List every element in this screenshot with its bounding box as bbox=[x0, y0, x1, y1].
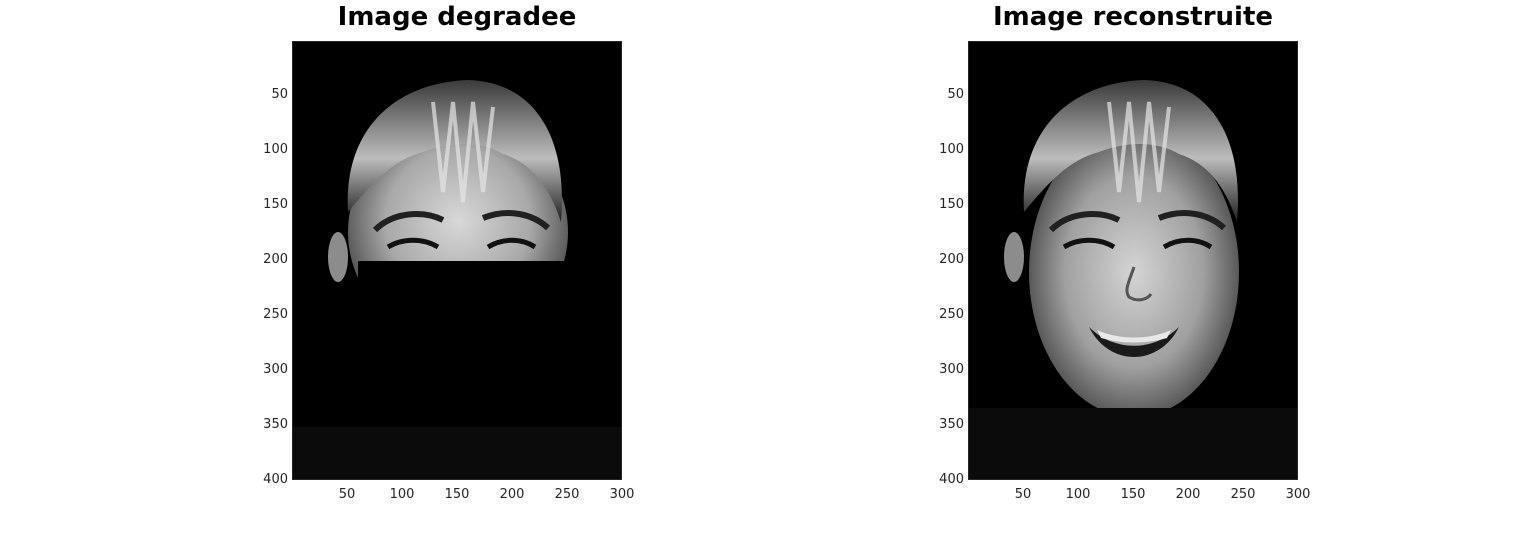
x-tick-label: 250 bbox=[554, 487, 580, 502]
y-tick-label: 300 bbox=[263, 362, 288, 377]
degraded-face-image bbox=[293, 80, 621, 479]
x-tick-label: 300 bbox=[609, 487, 635, 502]
x-tick-label: 100 bbox=[1065, 487, 1091, 502]
x-tick-label: 150 bbox=[444, 487, 470, 502]
x-tick-label: 300 bbox=[1285, 487, 1311, 502]
left-panel-title: Image degradee bbox=[337, 2, 577, 32]
y-tick-label: 100 bbox=[939, 142, 964, 157]
x-tick-label: 200 bbox=[1175, 487, 1201, 502]
x-tick-label: 250 bbox=[1230, 487, 1256, 502]
y-tick-label: 350 bbox=[263, 417, 288, 432]
y-tick-label: 350 bbox=[939, 417, 964, 432]
right-image-axes bbox=[968, 41, 1298, 480]
x-tick-label: 50 bbox=[1014, 487, 1032, 502]
y-tick-label: 150 bbox=[263, 197, 288, 212]
y-tick-label: 250 bbox=[263, 307, 288, 322]
reconstructed-face-image bbox=[969, 80, 1297, 479]
y-tick-label: 400 bbox=[263, 472, 288, 487]
y-tick-label: 300 bbox=[939, 362, 964, 377]
left-image-axes bbox=[292, 41, 622, 480]
x-tick-label: 100 bbox=[389, 487, 415, 502]
y-tick-label: 100 bbox=[263, 142, 288, 157]
y-tick-label: 50 bbox=[947, 87, 964, 102]
y-tick-label: 150 bbox=[939, 197, 964, 212]
y-tick-label: 400 bbox=[939, 472, 964, 487]
y-tick-label: 200 bbox=[939, 252, 964, 267]
x-tick-label: 150 bbox=[1120, 487, 1146, 502]
y-tick-label: 50 bbox=[271, 87, 288, 102]
x-tick-label: 200 bbox=[499, 487, 525, 502]
y-tick-label: 200 bbox=[263, 252, 288, 267]
x-tick-label: 50 bbox=[338, 487, 356, 502]
right-panel-title: Image reconstruite bbox=[992, 2, 1274, 32]
y-tick-label: 250 bbox=[939, 307, 964, 322]
